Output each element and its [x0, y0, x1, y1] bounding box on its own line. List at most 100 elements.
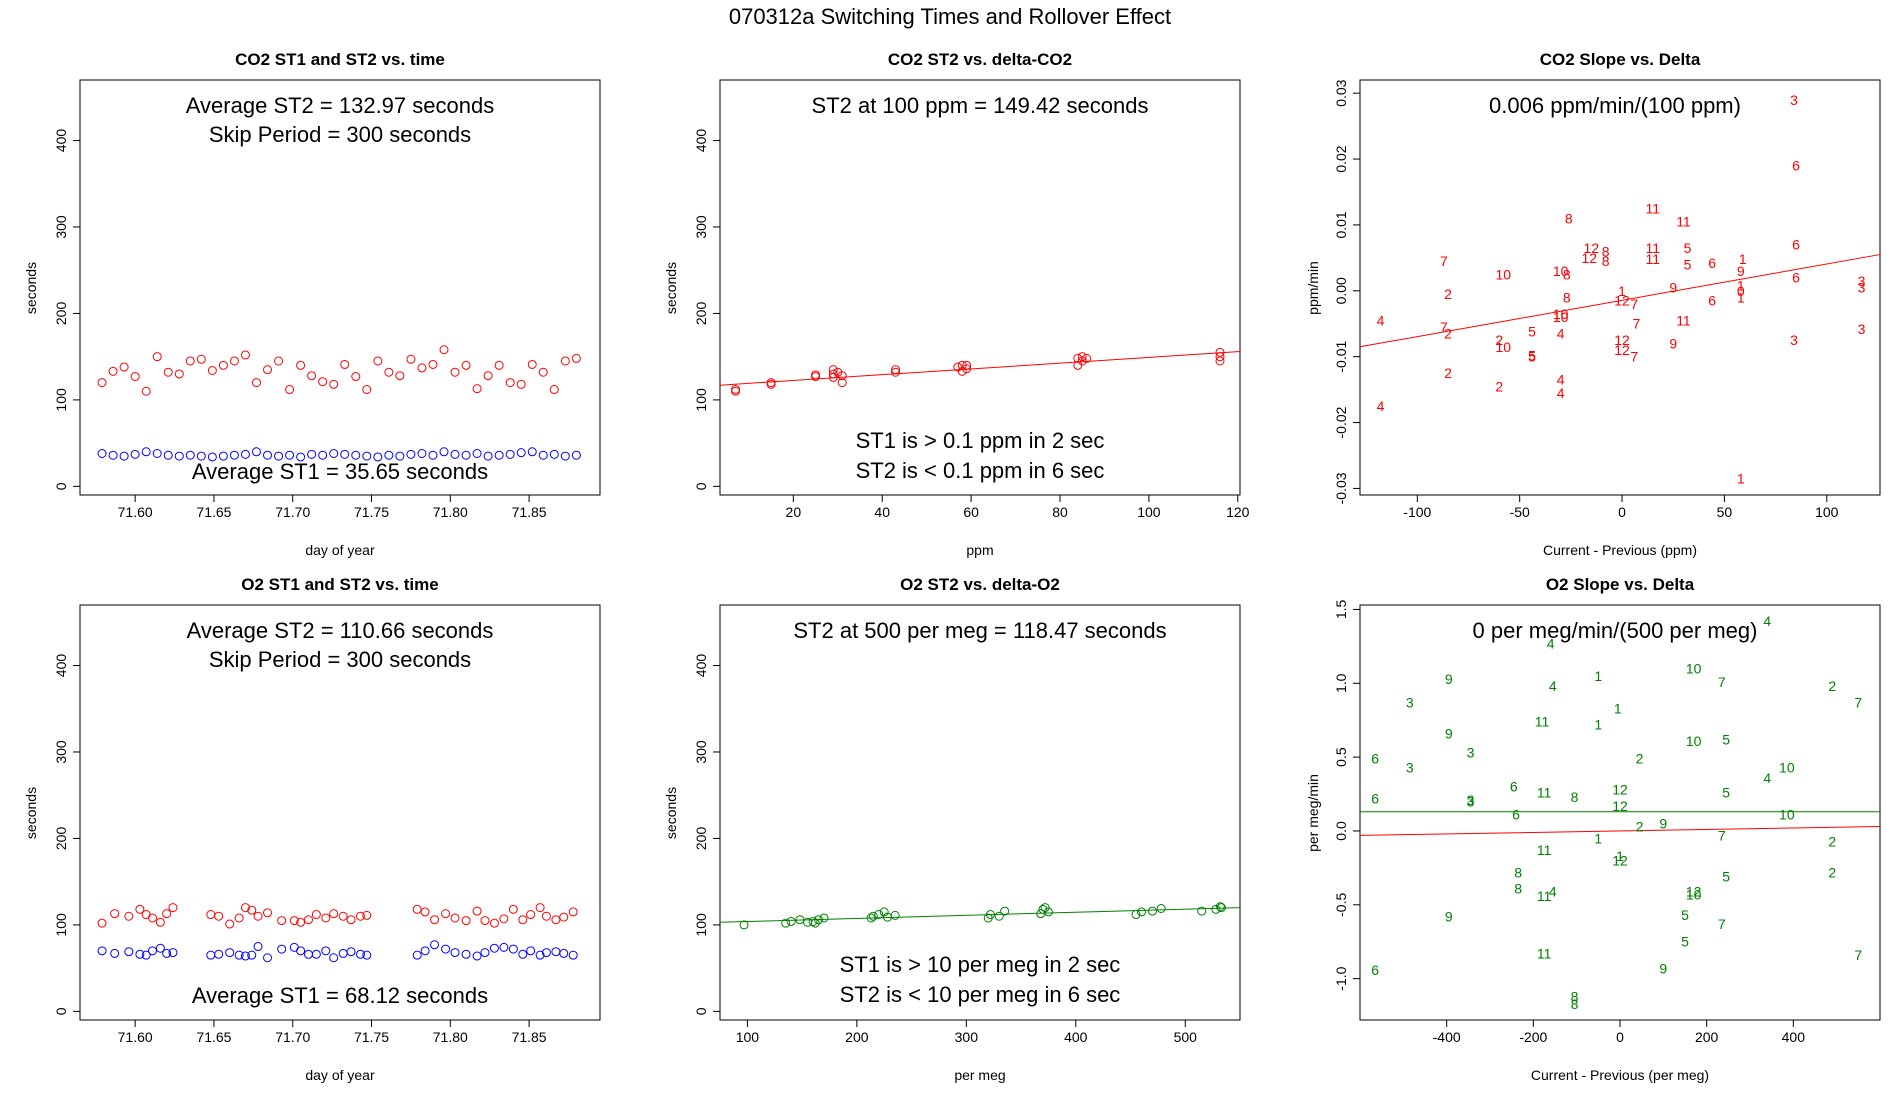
plot-frame: [719, 604, 1241, 1021]
panel-title: O2 ST1 and ST2 vs. time: [241, 575, 438, 594]
data-point-st2: [450, 913, 460, 923]
data-point-label: 2: [1444, 365, 1452, 381]
data-point-o2: [1156, 903, 1166, 913]
data-point-st1: [551, 947, 561, 957]
data-point-label: 12: [1584, 240, 1600, 256]
data-point-label: 3: [1790, 332, 1798, 348]
data-point-st1: [489, 943, 499, 953]
data-point-o2: [1215, 902, 1225, 912]
x-axis-label: Current - Previous (per meg): [1531, 1067, 1709, 1083]
data-point-label: 6: [1792, 237, 1800, 253]
data-point-label: 3: [1467, 793, 1475, 809]
data-point-label: 11: [1537, 842, 1552, 858]
data-point-st1: [538, 450, 548, 460]
data-point-st2: [119, 362, 129, 372]
data-point-st1: [351, 450, 361, 460]
data-point-st2: [766, 378, 776, 388]
panel-co2-slope: CO2 Slope vs. Delta -100 -50 0 50 100-0.03-0…: [1305, 50, 1881, 558]
data-point-o2: [814, 915, 824, 925]
fit-line: [719, 350, 1241, 386]
data-point-label: 4: [1557, 385, 1565, 401]
y-tick-label: 200: [53, 302, 69, 326]
y-tick-label: 1.0: [1333, 673, 1349, 693]
data-point-st1: [480, 948, 490, 958]
data-point-st2: [147, 913, 157, 923]
data-point-st1: [263, 953, 273, 963]
data-point-label: 0: [1737, 283, 1745, 299]
data-point-label: 2: [1444, 286, 1452, 302]
data-point-st2: [828, 365, 838, 375]
data-point-label: 3: [1467, 745, 1475, 761]
plot-frame: [719, 79, 1241, 496]
data-point-label: 5: [1681, 907, 1689, 923]
data-point-label: 12: [1612, 798, 1628, 814]
panel-co2-delta: CO2 ST2 vs. delta-CO2 20 40 60 80 100 120 0 100…: [663, 50, 1250, 558]
data-point-st1: [461, 949, 471, 959]
x-tick-label: 71.70: [275, 504, 310, 520]
data-point-st2: [355, 911, 365, 921]
data-point-st1: [296, 452, 306, 462]
data-point-st1: [162, 948, 172, 958]
data-point-st2: [97, 378, 107, 388]
data-point-o2: [890, 910, 900, 920]
data-point-label: 11: [1645, 240, 1660, 256]
data-point-st1: [499, 942, 509, 952]
y-tick-label: 200: [53, 827, 69, 851]
data-point-label: 7: [1718, 674, 1726, 690]
data-point-label: 7: [1630, 349, 1638, 365]
data-point-st2: [277, 916, 287, 926]
x-tick-label: 500: [1174, 1029, 1198, 1045]
data-point-st2: [163, 367, 173, 377]
data-point-st2: [229, 356, 239, 366]
data-point-st2: [141, 386, 151, 396]
data-point-st2: [499, 914, 509, 924]
data-point-st1: [518, 949, 528, 959]
annotation-avg-st2: Average ST2 = 110.66 seconds: [187, 618, 494, 643]
y-tick-label: 400: [53, 129, 69, 153]
data-point-st1: [346, 947, 356, 957]
y-tick-label: -0.03: [1333, 472, 1349, 504]
data-point-st2: [541, 911, 551, 921]
x-tick-label: -50: [1510, 504, 1530, 520]
data-point-st2: [837, 378, 847, 388]
data-point-st1: [430, 940, 440, 950]
data-point-st2: [346, 915, 356, 925]
fit-line: [719, 907, 1241, 923]
data-point-st1: [362, 451, 372, 461]
data-point-st2: [472, 906, 482, 916]
data-point-st2: [505, 378, 515, 388]
data-point-label: 4: [1377, 398, 1385, 414]
data-point-label: 8: [1571, 789, 1579, 805]
data-point-label: 2: [1636, 819, 1644, 835]
data-point-st1: [384, 450, 394, 460]
data-point-label: 5: [1722, 869, 1730, 885]
data-point-st2: [329, 379, 339, 389]
data-point-st2: [296, 360, 306, 370]
x-tick-label: -200: [1519, 1029, 1547, 1045]
data-point-label: 1: [1737, 289, 1745, 305]
x-tick-label: 100: [736, 1029, 760, 1045]
data-point-st1: [321, 946, 331, 956]
data-point-st2: [130, 372, 140, 382]
data-point-label: 10: [1779, 807, 1795, 823]
data-point-label: 7: [1630, 296, 1638, 312]
y-tick-label: 0.5: [1333, 747, 1349, 767]
data-point-label: 3: [1406, 759, 1414, 775]
data-point-label: 5: [1722, 731, 1730, 747]
data-point-o2: [739, 920, 749, 930]
data-point-label: 10: [1553, 306, 1569, 322]
data-point-st2: [420, 907, 430, 917]
data-point-st2: [461, 360, 471, 370]
data-point-st2: [303, 915, 313, 925]
data-point-st1: [303, 949, 313, 959]
data-point-st1: [417, 449, 427, 458]
data-point-st2: [168, 903, 178, 913]
data-point-label: 1: [1739, 251, 1747, 267]
data-point-st1: [412, 950, 422, 960]
plot-frame: [79, 79, 601, 496]
data-point-st2: [247, 905, 257, 915]
y-tick-label: 0.02: [1333, 145, 1349, 172]
y-tick-label: 0: [53, 1007, 69, 1015]
data-point-label: 7: [1854, 694, 1862, 710]
y-tick-label: 400: [693, 129, 709, 153]
